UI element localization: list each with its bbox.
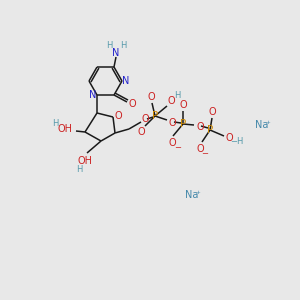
Text: Na: Na xyxy=(255,120,268,130)
Text: O: O xyxy=(179,100,187,110)
Text: −: − xyxy=(202,149,208,158)
Text: O: O xyxy=(196,122,204,132)
Text: −H: −H xyxy=(230,137,244,146)
Text: H: H xyxy=(174,91,180,100)
Text: O: O xyxy=(168,118,176,128)
Text: P: P xyxy=(180,119,186,129)
Text: H: H xyxy=(106,41,112,50)
Text: O: O xyxy=(147,92,155,102)
Text: O: O xyxy=(225,133,233,143)
Text: −: − xyxy=(175,143,182,152)
Text: O: O xyxy=(141,114,149,124)
Text: P: P xyxy=(207,125,213,135)
Text: N: N xyxy=(89,90,97,100)
Text: H: H xyxy=(120,41,126,50)
Text: H: H xyxy=(76,166,82,175)
Text: O: O xyxy=(128,99,136,109)
Text: O: O xyxy=(137,127,145,137)
Text: Na: Na xyxy=(185,190,198,200)
Text: P: P xyxy=(152,111,158,121)
Text: O: O xyxy=(208,107,216,117)
Text: O: O xyxy=(168,138,176,148)
Text: H: H xyxy=(52,119,58,128)
Text: O: O xyxy=(167,96,175,106)
Text: N: N xyxy=(112,48,120,58)
Text: O: O xyxy=(114,111,122,121)
Text: OH: OH xyxy=(58,124,73,134)
Text: ⁺: ⁺ xyxy=(266,121,270,130)
Text: N: N xyxy=(122,76,130,86)
Text: O: O xyxy=(196,144,204,154)
Text: ⁺: ⁺ xyxy=(196,190,200,200)
Text: OH: OH xyxy=(77,156,92,166)
